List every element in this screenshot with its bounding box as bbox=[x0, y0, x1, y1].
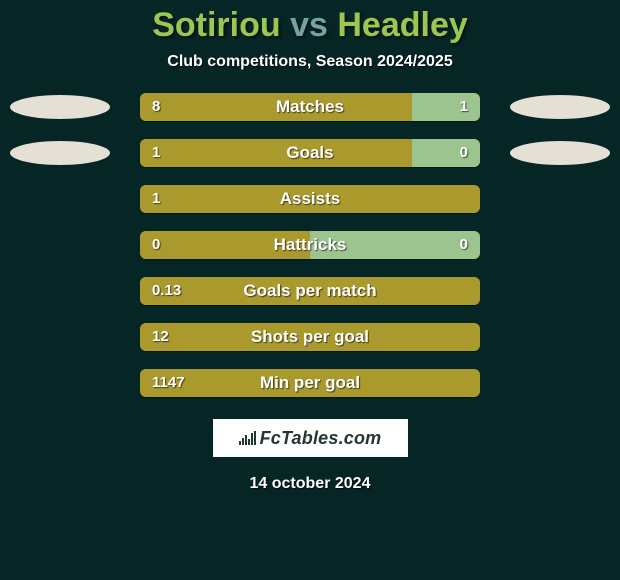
stat-bar: Shots per goal12 bbox=[140, 323, 480, 351]
stat-row: Shots per goal12 bbox=[0, 323, 620, 351]
stat-bar-right bbox=[412, 93, 480, 121]
stat-value-left: 0.13 bbox=[152, 277, 181, 305]
stat-bar-left bbox=[140, 231, 310, 259]
player-left-marker bbox=[10, 141, 110, 165]
stat-value-right: 1 bbox=[460, 93, 468, 121]
stat-value-left: 12 bbox=[152, 323, 169, 351]
stat-value-left: 1 bbox=[152, 185, 160, 213]
stat-value-left: 1 bbox=[152, 139, 160, 167]
branding-bars-icon bbox=[239, 431, 256, 445]
player-right-name: Headley bbox=[337, 6, 467, 44]
player-right-marker bbox=[510, 141, 610, 165]
stats-container: Matches81Goals10Assists1Hattricks00Goals… bbox=[0, 93, 620, 397]
stat-bar: Goals10 bbox=[140, 139, 480, 167]
stat-row: Goals10 bbox=[0, 139, 620, 167]
stat-bar-left bbox=[140, 277, 480, 305]
stat-bar: Assists1 bbox=[140, 185, 480, 213]
stat-value-left: 1147 bbox=[152, 369, 185, 397]
title-vs: vs bbox=[290, 6, 328, 44]
stat-bar-left bbox=[140, 369, 480, 397]
branding-text: FcTables.com bbox=[260, 428, 382, 449]
comparison-title: Sotiriou vs Headley bbox=[152, 6, 468, 45]
player-left-marker bbox=[10, 95, 110, 119]
stat-bar-right bbox=[412, 139, 480, 167]
branding-badge: FcTables.com bbox=[213, 419, 408, 457]
stat-bar-left bbox=[140, 139, 412, 167]
stat-value-left: 8 bbox=[152, 93, 160, 121]
stat-value-right: 0 bbox=[460, 231, 468, 259]
player-left-name: Sotiriou bbox=[152, 6, 280, 44]
stat-bar-right bbox=[310, 231, 480, 259]
stat-bar: Hattricks00 bbox=[140, 231, 480, 259]
snapshot-date: 14 october 2024 bbox=[250, 475, 371, 493]
stat-row: Matches81 bbox=[0, 93, 620, 121]
stat-bar-left bbox=[140, 93, 412, 121]
stat-row: Goals per match0.13 bbox=[0, 277, 620, 305]
stat-bar-left bbox=[140, 185, 480, 213]
stat-bar: Matches81 bbox=[140, 93, 480, 121]
stat-value-left: 0 bbox=[152, 231, 160, 259]
comparison-subtitle: Club competitions, Season 2024/2025 bbox=[167, 53, 452, 71]
stat-row: Hattricks00 bbox=[0, 231, 620, 259]
stat-bar: Min per goal1147 bbox=[140, 369, 480, 397]
stat-row: Assists1 bbox=[0, 185, 620, 213]
stat-value-right: 0 bbox=[460, 139, 468, 167]
stat-bar-left bbox=[140, 323, 480, 351]
player-right-marker bbox=[510, 95, 610, 119]
stat-bar: Goals per match0.13 bbox=[140, 277, 480, 305]
stat-row: Min per goal1147 bbox=[0, 369, 620, 397]
